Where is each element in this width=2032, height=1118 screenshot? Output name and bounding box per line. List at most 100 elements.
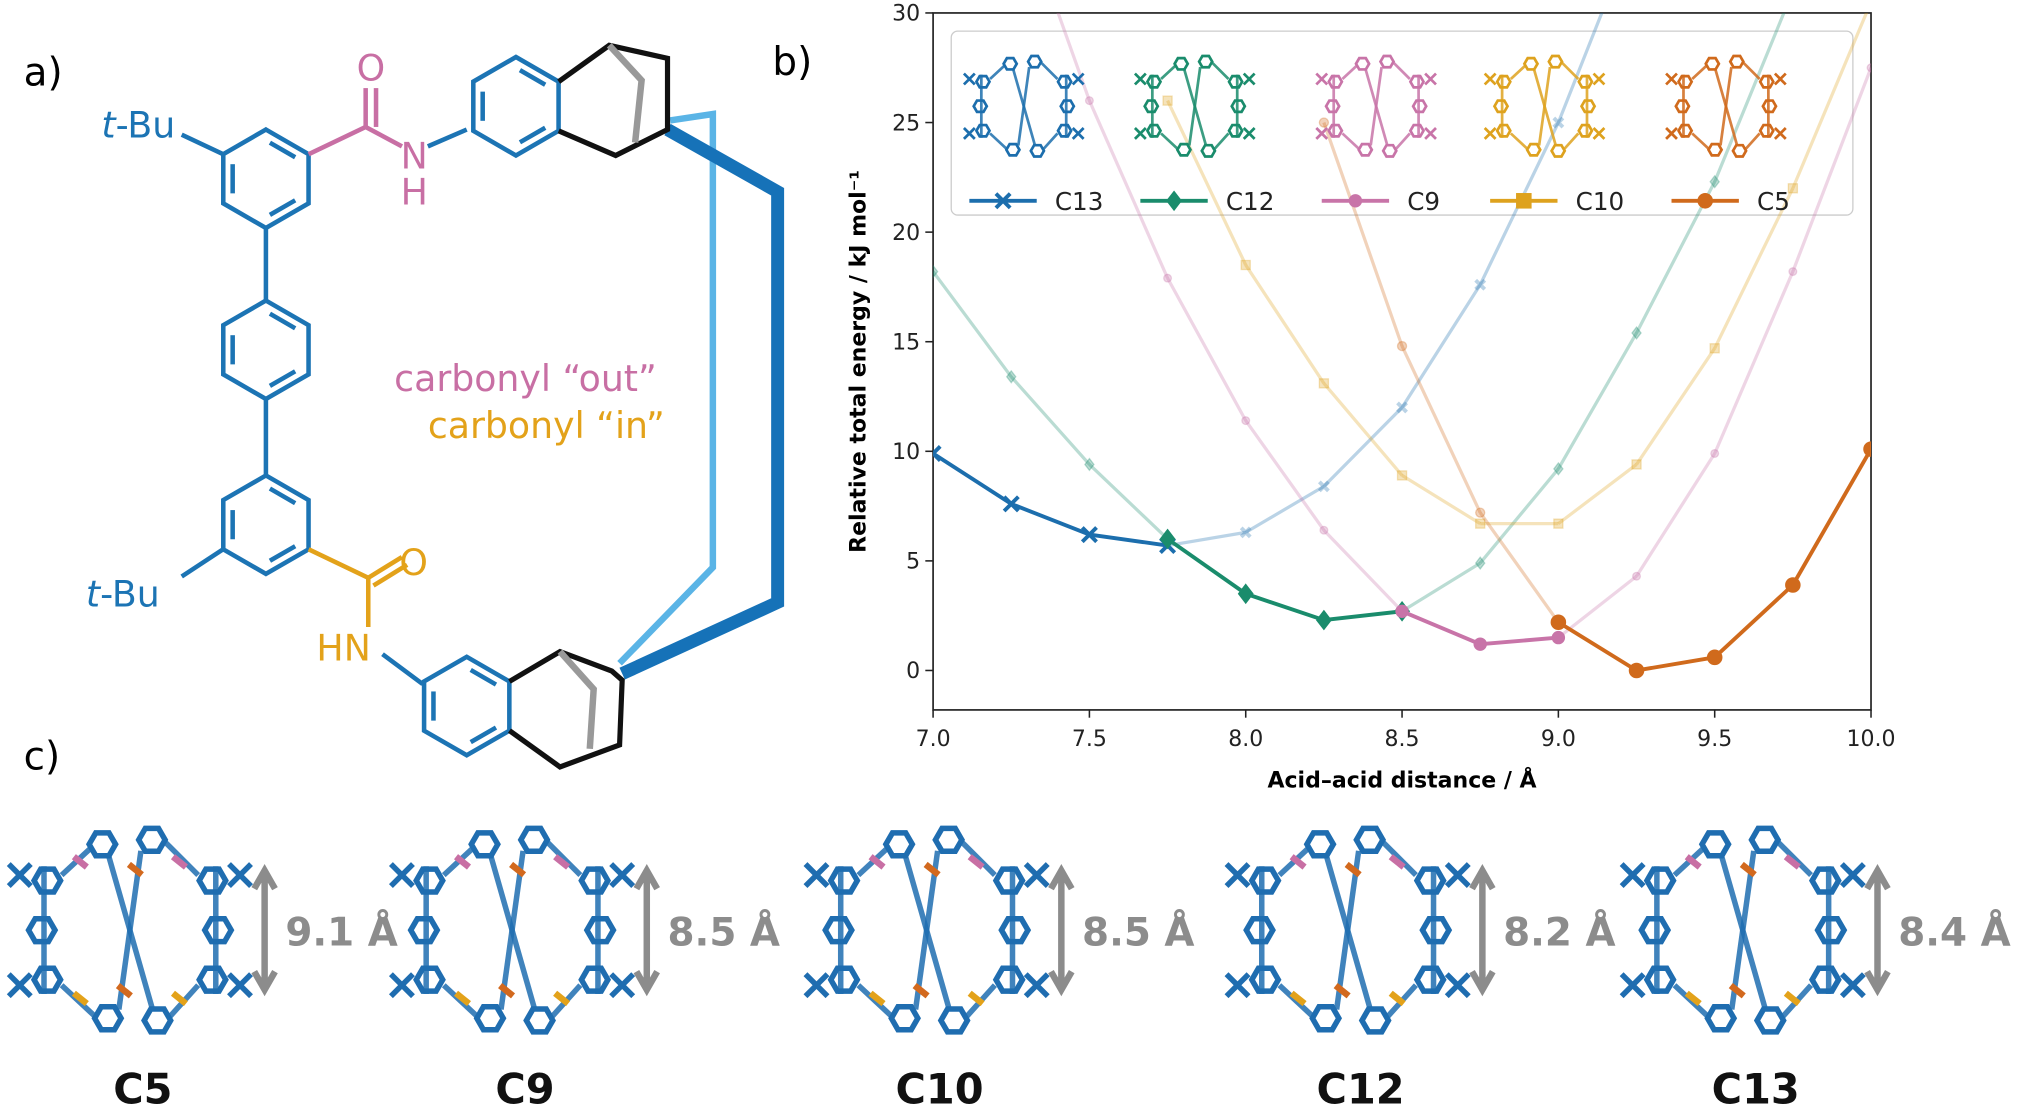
cage-ring: [141, 1006, 174, 1035]
marker: [1788, 267, 1798, 277]
line-segment: [1556, 332, 1638, 470]
cage-ring: [992, 965, 1026, 994]
cage-accent: [115, 983, 133, 999]
cage-ring: [1408, 74, 1426, 89]
line-segment: [1322, 122, 1404, 347]
cage-ring: [1145, 123, 1163, 138]
marker: [1474, 278, 1487, 291]
legend-label: C5: [1757, 187, 1790, 216]
marker: [1866, 63, 1872, 73]
line-segment: [1322, 382, 1404, 477]
tbu: [1773, 127, 1787, 140]
cage-accent: [967, 990, 985, 1007]
double-bond: [469, 725, 498, 745]
cage-ring: [1579, 99, 1597, 114]
tbu: [1839, 862, 1866, 889]
cage-ring: [1761, 99, 1778, 114]
tbu: [388, 972, 415, 999]
chemical-structure: t-Bu O N H carbonyl “out” carbonyl “in” …: [86, 42, 785, 770]
tbu: [1619, 862, 1646, 889]
cage-bond: [1509, 64, 1527, 81]
cage-ring: [1495, 74, 1512, 89]
cage-ring: [1413, 965, 1447, 994]
distance-arrow: [1469, 864, 1496, 997]
cage-accent: [553, 854, 571, 870]
double-bond: [268, 486, 297, 506]
marker: [1002, 495, 1020, 513]
tbu: [1483, 72, 1497, 86]
line-segment: [1010, 375, 1091, 466]
cage-bond: [1691, 132, 1710, 150]
conformer-name: C9: [495, 1066, 554, 1114]
tbu: [227, 862, 253, 889]
line-segment: [1166, 99, 1248, 266]
distance-label: 8.4 Å: [1898, 910, 2010, 956]
bond: [180, 132, 225, 157]
line-segment: [1557, 620, 1638, 673]
cage-bond: [1341, 132, 1360, 150]
cage-bond: [1509, 132, 1529, 150]
cage-bond: [1160, 132, 1179, 150]
cage-accent: [553, 990, 571, 1007]
marker: [1631, 325, 1642, 340]
cage-bond: [1394, 132, 1411, 151]
series: [1162, 12, 1869, 529]
cage-accent: [126, 861, 144, 878]
legend-box: [950, 30, 1854, 216]
cage-ring: [25, 915, 59, 945]
cage-ring: [196, 965, 229, 994]
tbu-label: t-Bu: [86, 572, 160, 615]
cage-ring: [1029, 143, 1046, 158]
x-axis-label: Acid–acid distance / Å: [1267, 768, 1536, 794]
cage-ring: [822, 915, 855, 945]
cage-ring: [1411, 99, 1428, 114]
conformer-name: C5: [113, 1066, 172, 1114]
marker: [1318, 117, 1330, 128]
cage-bond: [989, 132, 1008, 150]
ring: [221, 297, 311, 402]
bond: [307, 124, 367, 157]
tbu: [1665, 127, 1678, 140]
cage-accent: [967, 854, 985, 870]
cage-ring: [578, 866, 612, 895]
cage-ring: [1200, 143, 1217, 158]
cage-bond: [1719, 66, 1733, 146]
marker: [1628, 662, 1645, 679]
marker: [1396, 340, 1408, 352]
cage-bond: [1537, 66, 1552, 146]
cage-accent: [868, 854, 886, 870]
marker: [1162, 95, 1173, 106]
cage-accent: [1783, 854, 1801, 870]
tbu: [1839, 972, 1866, 999]
bond: [381, 652, 425, 686]
cage-ring: [1309, 1004, 1343, 1033]
marker: [1631, 459, 1642, 470]
distance-arrow: [1864, 864, 1891, 997]
cage-ring: [1004, 142, 1021, 157]
chart: Acid–acid distance / Å Relative total ene…: [847, 2, 1896, 794]
line-segment: [1557, 574, 1638, 639]
line-segment: [1245, 591, 1325, 622]
distance-arrow: [1048, 864, 1075, 997]
y-tick-label: 0: [906, 659, 920, 684]
cage-accent: [923, 861, 941, 878]
marker: [1516, 193, 1532, 209]
marker: [1787, 183, 1799, 194]
cage-ring: [882, 830, 916, 859]
tbu-rest: -Bu: [116, 103, 176, 146]
line-segment: [1244, 484, 1325, 534]
ring: [221, 472, 311, 577]
cage-accent: [1388, 990, 1406, 1007]
x-tick-label: 7.0: [916, 727, 951, 752]
line-segment: [1556, 12, 1604, 124]
cage-ring: [1674, 99, 1691, 114]
cage-ring: [1056, 123, 1073, 138]
tbu: [1315, 72, 1329, 86]
cage-ring: [1547, 54, 1564, 69]
cage-bond: [163, 840, 201, 878]
panel-label: c): [24, 735, 61, 780]
cage-bond: [912, 850, 941, 1010]
bond: [307, 547, 370, 580]
cage-bond: [1561, 61, 1580, 80]
